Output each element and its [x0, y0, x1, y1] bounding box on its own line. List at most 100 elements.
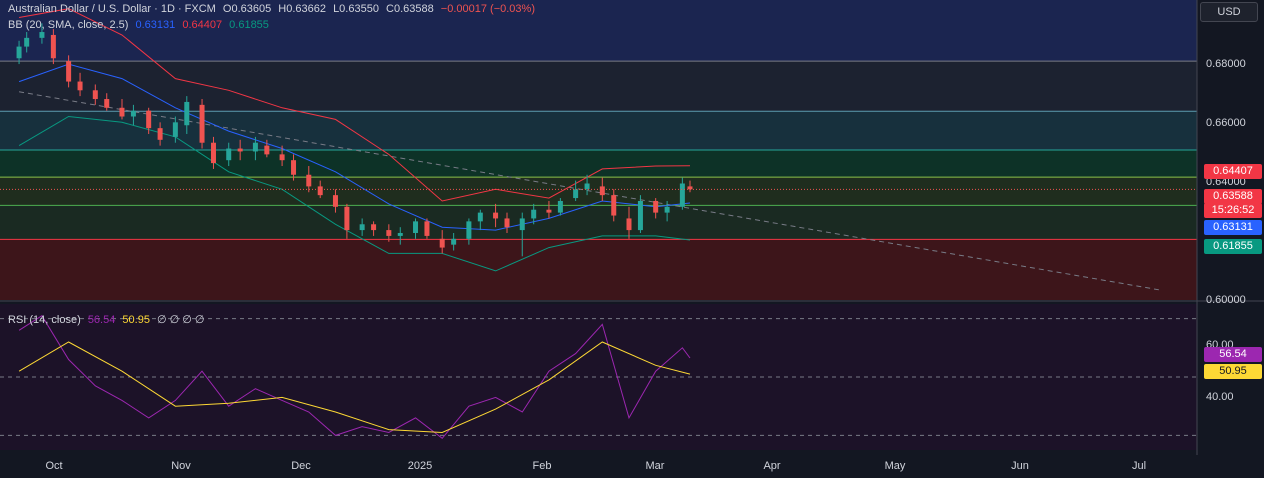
bb-upper-value: 0.64407 — [182, 19, 223, 31]
candle-body — [611, 195, 617, 216]
price-zone — [0, 150, 1197, 178]
candle-body — [332, 195, 338, 207]
candle-body — [687, 186, 693, 190]
candle-body — [237, 148, 243, 152]
rsi-ma-line — [18, 341, 691, 434]
price-axis-label: 0.64000 — [1206, 176, 1246, 188]
candle-body — [210, 142, 216, 164]
bb-upper-tag: 0.64407 — [1204, 164, 1262, 179]
price-zone — [0, 239, 1197, 300]
ohlc-open: O0.63605 — [222, 3, 272, 15]
currency-button[interactable]: USD — [1200, 2, 1258, 22]
candle-body — [477, 212, 483, 222]
ohlc-close: C0.63588 — [386, 3, 434, 15]
candle-body — [157, 128, 163, 140]
candle-body — [466, 221, 472, 239]
candle-body — [130, 110, 136, 117]
time-axis-label: Feb — [532, 460, 552, 472]
candle-body — [439, 238, 445, 248]
candle-body — [77, 81, 83, 91]
candle-body — [50, 34, 56, 59]
rsi-tag: 56.54 — [1204, 347, 1262, 362]
price-axis-label: 0.68000 — [1206, 58, 1246, 70]
candle-body — [653, 200, 659, 213]
price-axis-label: 0.66000 — [1206, 117, 1246, 129]
trendline — [18, 91, 1159, 291]
price-axis-label: 0.60000 — [1206, 294, 1246, 306]
price-zone — [0, 177, 1197, 206]
bb-legend[interactable]: BB (20, SMA, close, 2.5) 0.63131 0.64407… — [8, 19, 273, 31]
price-zone — [0, 0, 1197, 62]
rsi-axis-label: 40.00 — [1206, 391, 1234, 403]
bb-label: BB (20, SMA, close, 2.5) — [8, 19, 129, 31]
candle-body — [344, 206, 350, 231]
last-price-tag: 0.63588 — [1204, 189, 1262, 204]
candle-body — [359, 224, 365, 231]
ohlc-high: H0.63662 — [278, 3, 326, 15]
candle-body — [252, 142, 258, 152]
symbol-legend: Australian Dollar / U.S. Dollar · 1D · F… — [8, 3, 539, 15]
candle-body — [119, 107, 125, 117]
candle-body — [146, 110, 152, 129]
bb-basis-value: 0.63131 — [135, 19, 176, 31]
candle-body — [226, 148, 232, 161]
candle-body — [279, 154, 285, 161]
candle-body — [104, 99, 110, 108]
rsi-label: RSI (14, close) — [8, 314, 81, 326]
candle-body — [397, 233, 403, 236]
candle-body — [519, 218, 525, 231]
price-zone — [0, 61, 1197, 112]
candle-body — [16, 46, 22, 59]
rsi-ma-value: 50.95 — [122, 314, 150, 326]
time-axis-label: Jun — [1011, 460, 1029, 472]
candle-body — [371, 224, 377, 231]
candle-body — [584, 183, 590, 190]
time-axis-label: May — [884, 460, 906, 472]
candle-body — [531, 209, 537, 219]
symbol-name: Australian Dollar / U.S. Dollar · 1D · F… — [8, 3, 216, 15]
ohlc-low: L0.63550 — [333, 3, 379, 15]
candle-body — [679, 183, 685, 207]
candle-body — [66, 61, 72, 82]
candle-body — [637, 200, 643, 231]
time-axis-label: Nov — [171, 460, 191, 472]
price-zone — [0, 205, 1197, 240]
candle-body — [664, 206, 670, 213]
candle-body — [92, 90, 98, 100]
candle-body — [557, 200, 563, 213]
candle-body — [626, 218, 632, 231]
ohlc-change: −0.00017 (−0.03%) — [440, 3, 535, 15]
candle-body — [199, 104, 205, 143]
candle-body — [451, 238, 457, 245]
candle-body — [24, 37, 30, 47]
candle-body — [306, 174, 312, 187]
bb-lower-tag: 0.61855 — [1204, 239, 1262, 254]
bb-basis-tag: 0.63131 — [1204, 220, 1262, 235]
candle-body — [493, 212, 499, 219]
candle-body — [172, 122, 178, 137]
countdown-tag: 15:26:52 — [1204, 203, 1262, 218]
rsi-legend[interactable]: RSI (14, close) 56.54 50.95 ∅ ∅ ∅ ∅ — [8, 313, 209, 326]
time-axis-label: Jul — [1131, 460, 1147, 472]
price-zone — [0, 111, 1197, 150]
rsi-line — [18, 315, 691, 439]
candle-body — [264, 145, 270, 155]
candle-body — [291, 160, 297, 175]
time-axis-label: Dec — [291, 460, 311, 472]
candle-body — [573, 189, 579, 199]
candle-body — [546, 209, 552, 213]
candle-body — [424, 221, 430, 236]
rsi-extra-values: ∅ ∅ ∅ ∅ — [157, 314, 205, 326]
bb-upper-line — [19, 8, 691, 202]
candle-body — [184, 101, 190, 126]
bb-lower-value: 0.61855 — [229, 19, 269, 31]
time-axis-label: Oct — [45, 460, 63, 472]
time-axis-label: 2025 — [407, 460, 433, 472]
rsi-ma-tag: 50.95 — [1204, 364, 1262, 379]
time-axis-label: Mar — [645, 460, 665, 472]
time-axis-label: Apr — [763, 460, 781, 472]
candle-body — [413, 221, 419, 234]
candle-body — [39, 32, 45, 38]
candle-body — [599, 186, 605, 196]
